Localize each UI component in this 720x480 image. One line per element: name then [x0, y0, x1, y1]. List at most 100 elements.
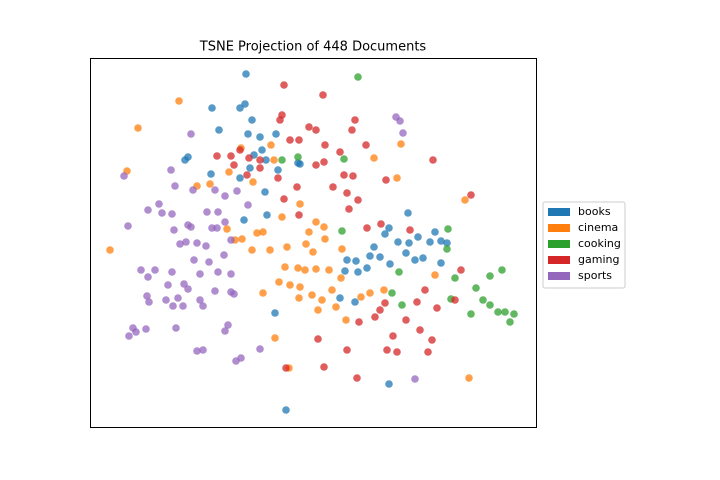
point — [221, 218, 229, 226]
point — [363, 264, 371, 272]
point — [294, 153, 302, 161]
point — [393, 174, 401, 182]
point — [179, 302, 187, 310]
point — [106, 246, 114, 254]
point — [227, 288, 235, 296]
point — [393, 348, 401, 356]
point — [293, 183, 301, 191]
point — [467, 191, 475, 199]
point — [325, 266, 333, 274]
point — [385, 380, 393, 388]
point — [227, 152, 235, 160]
point — [443, 239, 451, 247]
point — [341, 267, 349, 275]
point — [377, 220, 385, 228]
point — [314, 335, 322, 343]
point — [354, 73, 362, 81]
point — [129, 324, 137, 332]
point — [193, 347, 201, 355]
point — [308, 291, 316, 299]
point — [486, 301, 494, 309]
point — [172, 324, 180, 332]
point — [181, 156, 189, 164]
legend-label: cooking — [578, 237, 621, 250]
point — [274, 174, 282, 182]
point — [433, 304, 441, 312]
point — [370, 243, 378, 251]
point — [319, 91, 327, 99]
point — [207, 170, 215, 178]
point — [244, 130, 252, 138]
point — [402, 249, 410, 257]
point — [282, 364, 290, 372]
point — [337, 274, 345, 282]
point — [244, 201, 252, 209]
point — [321, 235, 329, 243]
point — [225, 168, 233, 176]
point — [366, 252, 374, 260]
point — [175, 97, 183, 105]
point — [256, 345, 264, 353]
point — [355, 318, 363, 326]
point — [261, 188, 269, 196]
legend-label: sports — [578, 269, 612, 282]
point — [437, 237, 445, 245]
point — [431, 228, 439, 236]
point — [404, 209, 412, 217]
point — [396, 117, 404, 125]
point — [429, 156, 437, 164]
point — [259, 289, 267, 297]
point — [176, 240, 184, 248]
point — [380, 286, 388, 294]
point — [351, 298, 359, 306]
point — [120, 172, 128, 180]
point — [402, 316, 410, 324]
point — [211, 287, 219, 295]
point — [237, 354, 245, 362]
point — [281, 263, 289, 271]
point — [168, 268, 176, 276]
point — [267, 141, 275, 149]
point — [275, 278, 283, 286]
point — [295, 294, 303, 302]
point — [282, 406, 290, 414]
point — [376, 306, 384, 314]
point — [196, 296, 204, 304]
point — [498, 266, 506, 274]
point — [196, 270, 204, 278]
point — [145, 298, 153, 306]
point — [329, 183, 337, 191]
point — [345, 205, 353, 213]
point — [366, 289, 374, 297]
point — [143, 292, 151, 300]
point — [283, 243, 291, 251]
point — [137, 266, 145, 274]
chart-title: TSNE Projection of 448 Documents — [199, 40, 427, 55]
point — [431, 271, 439, 279]
point — [363, 224, 371, 232]
point — [215, 126, 223, 134]
point — [263, 211, 271, 219]
point — [343, 189, 351, 197]
point — [190, 256, 198, 264]
point — [451, 274, 459, 282]
point — [362, 141, 370, 149]
point — [354, 196, 362, 204]
point — [144, 206, 152, 214]
point — [395, 268, 403, 276]
legend-swatch — [548, 256, 570, 264]
point — [296, 283, 304, 291]
point — [227, 270, 235, 278]
point — [479, 296, 487, 304]
point — [336, 148, 344, 156]
point — [233, 187, 241, 195]
point — [221, 327, 229, 335]
point — [486, 272, 494, 280]
point — [158, 209, 166, 217]
point — [241, 100, 249, 108]
point — [389, 332, 397, 340]
point — [312, 218, 320, 226]
point — [437, 259, 445, 267]
point — [494, 308, 502, 316]
